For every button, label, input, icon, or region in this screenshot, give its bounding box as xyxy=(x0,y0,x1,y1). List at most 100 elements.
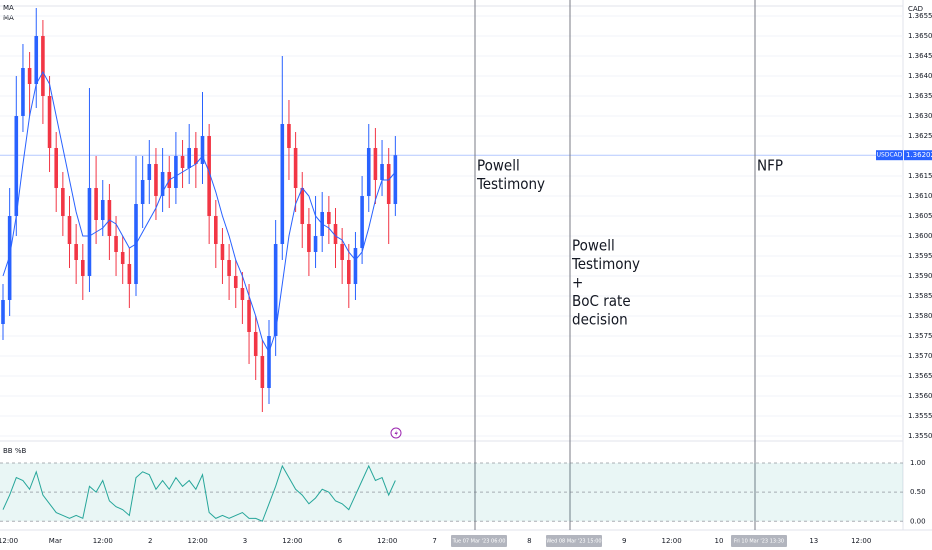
candle-body xyxy=(227,260,231,276)
x-tick-label: 12:00 xyxy=(282,537,302,545)
candle-body xyxy=(14,116,19,216)
y-tick-label: 1.35850 xyxy=(908,292,932,300)
candle-body xyxy=(54,148,58,188)
candle-body xyxy=(1,300,5,324)
candle-body xyxy=(107,200,112,236)
candle-body xyxy=(140,180,145,204)
candle-body xyxy=(87,188,92,276)
candle-body xyxy=(187,148,191,168)
y-tick-label: 0.00 xyxy=(910,517,926,525)
price-badge xyxy=(904,150,932,161)
candle-body xyxy=(114,236,118,252)
candle-body xyxy=(194,148,198,164)
event-label: Powell xyxy=(572,237,615,255)
candle-body xyxy=(21,68,25,116)
x-tick-label: 13 xyxy=(809,537,818,545)
pane-title: BB %B xyxy=(3,447,26,455)
candle-body xyxy=(380,164,384,180)
candle-body xyxy=(174,156,178,188)
y-tick-label: 1.35700 xyxy=(908,352,932,360)
y-tick-label: 1.35750 xyxy=(908,332,932,340)
x-tick-label: 12:00 xyxy=(188,537,208,545)
y-tick-label: 1.36050 xyxy=(908,212,932,220)
candle-body xyxy=(353,248,358,284)
candle-body xyxy=(360,196,364,248)
event-label: Powell xyxy=(477,157,520,175)
y-tick-label: 1.35950 xyxy=(908,252,932,260)
candle-body xyxy=(147,164,152,180)
candle-body xyxy=(233,276,238,288)
candle-body xyxy=(67,216,72,244)
date-badge xyxy=(731,535,787,547)
candle-body xyxy=(240,288,245,300)
event-label: BoC rate xyxy=(572,292,631,310)
y-tick-label: 1.36550 xyxy=(908,12,932,20)
candle-body xyxy=(260,356,265,388)
candle-body xyxy=(127,264,132,284)
x-tick-label: 10 xyxy=(715,537,724,545)
x-tick-label: 12:00 xyxy=(377,537,397,545)
candle-body xyxy=(61,188,65,216)
y-tick-label: 1.36250 xyxy=(908,132,932,140)
candle-body xyxy=(7,216,12,300)
x-tick-label: 3 xyxy=(243,537,247,545)
x-tick-label: 12:00 xyxy=(0,537,18,545)
event-label: + xyxy=(572,274,583,292)
candle-body xyxy=(347,260,351,284)
x-tick-label: 7 xyxy=(432,537,436,545)
candle-body xyxy=(373,148,378,180)
bb-line xyxy=(2,464,396,522)
candle-body xyxy=(47,96,52,148)
candle-body xyxy=(160,172,165,196)
event-label: decision xyxy=(572,311,628,329)
candle-body xyxy=(94,188,98,220)
y-tick-label: 1.36400 xyxy=(908,72,932,80)
candle-body xyxy=(81,260,85,276)
event-label: Testimony xyxy=(476,175,545,193)
candle-body xyxy=(393,155,398,204)
symbol-badge xyxy=(876,150,903,161)
candle-body xyxy=(293,148,298,188)
event-label: NFP xyxy=(757,157,783,175)
event-label: Testimony xyxy=(571,255,640,273)
candle-body xyxy=(287,124,291,148)
candle-body xyxy=(267,336,271,388)
candle-body xyxy=(253,332,258,356)
candle-body xyxy=(34,36,39,84)
candle-body xyxy=(74,244,78,260)
x-tick-label: 12:00 xyxy=(662,537,682,545)
date-label: Fri 10 Mar '23 13:30 xyxy=(734,539,784,545)
candle-body xyxy=(207,136,211,216)
x-tick-label: 2 xyxy=(148,537,152,545)
candle-body xyxy=(27,68,32,84)
y-tick-label: 1.35800 xyxy=(908,312,932,320)
candle-body xyxy=(220,244,225,260)
candle-body xyxy=(273,244,278,336)
x-tick-label: 6 xyxy=(338,537,343,545)
moving-average xyxy=(2,70,396,354)
candle-body xyxy=(313,236,318,252)
candle-body xyxy=(386,164,391,204)
candle-body xyxy=(333,224,338,244)
candle-body xyxy=(214,216,218,244)
y-tick-label: 1.35600 xyxy=(908,392,932,400)
candle-body xyxy=(247,300,251,332)
y-tick-label: 1.35900 xyxy=(908,272,932,280)
candle-body xyxy=(120,252,125,264)
legend-entry: MA xyxy=(3,4,14,12)
x-tick-label: 12:00 xyxy=(851,537,871,545)
date-badge xyxy=(451,535,507,547)
candle-body xyxy=(340,244,344,260)
date-badge xyxy=(546,535,602,547)
y-tick-label: 1.36450 xyxy=(908,52,932,60)
candle-body xyxy=(327,212,331,224)
event-icon[interactable] xyxy=(390,427,402,439)
event-icon-glyph xyxy=(394,430,398,437)
y-tick-label: 1.00 xyxy=(910,459,926,467)
currency-label: CAD xyxy=(908,5,923,13)
candle-body xyxy=(307,224,311,252)
candle-body xyxy=(280,124,285,244)
y-tick-label: 1.36500 xyxy=(908,32,932,40)
candle-body xyxy=(100,200,105,220)
